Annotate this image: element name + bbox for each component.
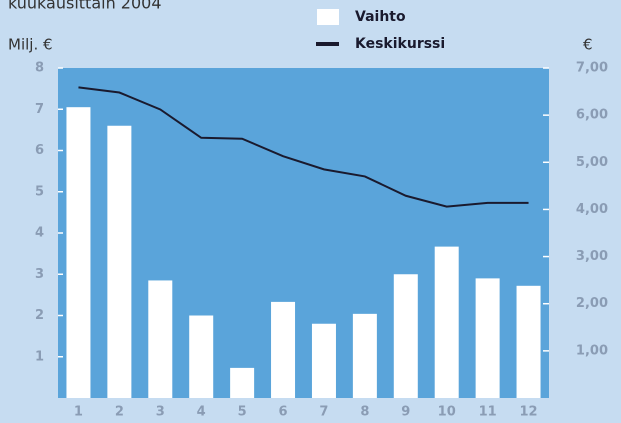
- legend-swatch: [316, 42, 339, 46]
- x-tick-label: 4: [197, 405, 206, 420]
- x-tick-label: 3: [156, 405, 165, 420]
- y-axis-label: Milj. €: [8, 36, 53, 54]
- bar: [271, 301, 296, 398]
- x-tick-label: 2: [115, 405, 124, 420]
- x-tick-label: 11: [479, 405, 497, 420]
- bar: [475, 278, 500, 398]
- x-tick-label: 12: [519, 405, 537, 420]
- bar: [352, 313, 377, 398]
- bar: [393, 274, 418, 398]
- x-tick-label: 5: [238, 405, 247, 420]
- y2-tick-label: 2,00: [576, 296, 608, 311]
- y-tick-label: 4: [35, 226, 44, 241]
- x-tick-label: 10: [438, 405, 456, 420]
- y2-tick-label: 1,00: [576, 343, 608, 358]
- bar: [107, 125, 132, 398]
- y2-axis-label: €: [583, 36, 593, 54]
- y-tick-label: 6: [35, 143, 44, 158]
- y-tick-label: 1: [35, 349, 44, 364]
- bar: [516, 285, 541, 398]
- legend-swatch: [317, 9, 339, 25]
- x-tick-label: 8: [360, 405, 369, 420]
- y2-tick-label: 4,00: [576, 202, 608, 217]
- bar: [230, 367, 255, 398]
- bar: [311, 323, 336, 398]
- bar: [189, 315, 214, 398]
- x-tick-label: 1: [74, 405, 83, 420]
- chart-title: kuukausittain 2004: [8, 0, 162, 13]
- y-tick-label: 3: [35, 267, 44, 282]
- x-tick-label: 9: [401, 405, 410, 420]
- x-tick-label: 7: [319, 405, 328, 420]
- plot-area: [58, 68, 549, 398]
- y-tick-label: 2: [35, 308, 44, 323]
- y-tick-label: 7: [35, 102, 44, 117]
- y-tick-label: 5: [35, 184, 44, 199]
- legend-label: Keskikurssi: [355, 36, 445, 52]
- bar: [434, 246, 459, 398]
- x-tick-label: 6: [279, 405, 288, 420]
- y2-tick-label: 3,00: [576, 249, 608, 264]
- y-tick-label: 8: [35, 61, 44, 76]
- bar: [148, 280, 173, 398]
- legend-label: Vaihto: [355, 9, 406, 25]
- y2-tick-label: 5,00: [576, 155, 608, 170]
- line: [78, 86, 529, 208]
- y2-tick-label: 6,00: [576, 108, 608, 123]
- bar: [66, 107, 91, 398]
- y2-tick-label: 7,00: [576, 61, 608, 76]
